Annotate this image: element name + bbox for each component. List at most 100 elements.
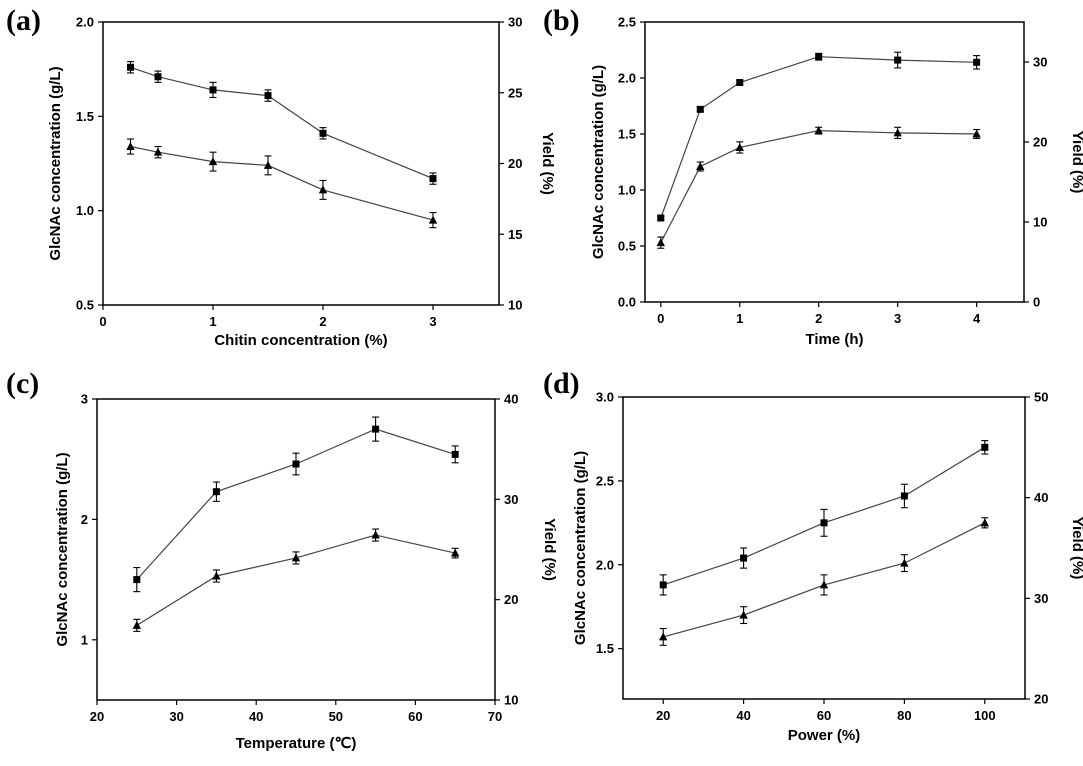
data-point-triangle [371, 530, 380, 539]
data-point-square [815, 53, 823, 61]
data-point-square [319, 129, 327, 137]
data-point-square [736, 78, 744, 86]
data-point-triangle [900, 558, 909, 567]
x-tick-label: 50 [329, 709, 343, 724]
series-line-square [130, 66, 434, 180]
data-point-square [212, 488, 220, 496]
y-tick-label: 1.5 [596, 641, 614, 656]
data-point-triangle [814, 126, 823, 135]
data-point-square [820, 519, 828, 527]
x-tick-label: 40 [736, 708, 750, 723]
panel-label: (d) [543, 367, 580, 400]
y-axis-title: GlcNAc concentration (g/L) [572, 451, 589, 645]
data-point-square [696, 105, 704, 113]
data-point-triangle [972, 129, 981, 138]
y-tick-label: 2 [81, 512, 88, 527]
y2-tick-label: 10 [504, 693, 518, 708]
data-point-triangle [696, 161, 705, 170]
data-point-square [429, 175, 437, 183]
data-point-square [133, 576, 141, 584]
y2-tick-label: 40 [1034, 490, 1048, 505]
y-tick-label: 1.5 [76, 109, 94, 124]
x-tick-label: 4 [973, 311, 981, 326]
x-tick-label: 0 [99, 314, 106, 329]
data-point-triangle [659, 632, 668, 641]
y2-tick-label: 30 [1034, 591, 1048, 606]
y2-tick-label: 20 [508, 156, 522, 171]
data-point-square [451, 450, 459, 458]
x-axis-title: Temperature (℃) [236, 735, 357, 752]
data-point-square [372, 425, 380, 433]
data-point-triangle [212, 571, 221, 580]
data-point-triangle [153, 147, 163, 156]
data-point-triangle [451, 548, 460, 557]
data-point-triangle [428, 215, 438, 224]
data-point-triangle [132, 620, 141, 629]
y2-tick-label: 30 [1033, 55, 1047, 70]
y2-tick-label: 0 [1033, 295, 1040, 310]
x-tick-label: 2 [815, 311, 822, 326]
series-line-triangle [136, 534, 456, 626]
x-tick-label: 20 [90, 709, 104, 724]
y2-axis-title: Yield (%) [541, 518, 558, 581]
data-point-square [127, 63, 134, 71]
y2-tick-label: 20 [504, 592, 518, 607]
y2-axis-title: Yield (%) [1069, 131, 1083, 194]
x-tick-label: 1 [736, 311, 743, 326]
data-point-square [981, 443, 989, 451]
y-tick-label: 1.5 [618, 127, 636, 142]
x-tick-label: 60 [408, 709, 422, 724]
y-tick-label: 0.5 [76, 298, 94, 313]
x-tick-label: 1 [209, 314, 216, 329]
x-axis-title: Time (h) [805, 331, 863, 348]
x-tick-label: 20 [656, 708, 670, 723]
y-tick-label: 2.5 [618, 15, 636, 30]
y2-axis-title: Yield (%) [1069, 517, 1083, 580]
y-axis-title: GlcNAc concentration (g/L) [590, 65, 607, 259]
data-point-square [154, 73, 162, 81]
y-tick-label: 2.5 [596, 473, 614, 488]
y2-tick-label: 15 [508, 227, 522, 242]
data-point-triangle [208, 157, 218, 166]
x-axis-title: Power (%) [788, 727, 861, 744]
x-tick-label: 70 [488, 709, 502, 724]
series-line-triangle [660, 129, 977, 243]
panel-label: (b) [543, 4, 580, 37]
y-tick-label: 2.0 [76, 15, 94, 30]
data-point-triangle [126, 142, 135, 151]
y-axis-title: GlcNAc concentration (g/L) [47, 66, 64, 260]
data-point-triangle [893, 128, 902, 137]
plot-frame [622, 396, 1026, 700]
data-point-square [973, 58, 981, 66]
data-point-triangle [291, 553, 301, 562]
y2-tick-label: 25 [508, 85, 522, 100]
y2-tick-label: 10 [1033, 215, 1047, 230]
panel-label: (a) [6, 4, 41, 37]
data-point-square [264, 92, 272, 100]
y2-tick-label: 30 [508, 15, 522, 30]
data-point-square [900, 492, 908, 500]
data-point-triangle [819, 580, 829, 589]
data-point-triangle [735, 142, 744, 151]
y-tick-label: 1 [81, 632, 88, 647]
data-point-square [209, 86, 217, 94]
data-point-square [659, 581, 667, 589]
y2-tick-label: 40 [504, 392, 518, 407]
series-line-square [660, 56, 977, 219]
x-tick-label: 0 [657, 311, 664, 326]
chart-panel-d: (d) 20 40 60 80 100 1.5 2.0 2.5 3.0 20 30 40 50 Power … [543, 367, 1083, 744]
y2-tick-label: 50 [1034, 390, 1048, 405]
chart-panel-a: (a) 0 1 2 3 0.5 1.0 1.5 2.0 10 15 20 25 30 Chitin conc… [6, 4, 556, 349]
data-point-square [292, 460, 300, 468]
x-tick-label: 100 [974, 708, 996, 723]
chart-panel-c: (c) 20 30 40 50 60 70 1 2 3 10 20 30 40 Temperature (℃… [6, 367, 558, 752]
data-point-triangle [980, 518, 989, 527]
y-tick-label: 1.0 [76, 203, 94, 218]
y2-tick-label: 10 [508, 298, 522, 313]
data-point-square [657, 214, 665, 222]
y-tick-label: 3.0 [596, 390, 614, 405]
y-axis-title: GlcNAc concentration (g/L) [54, 452, 71, 646]
plot-frame [102, 21, 500, 306]
data-point-triangle [263, 160, 273, 169]
